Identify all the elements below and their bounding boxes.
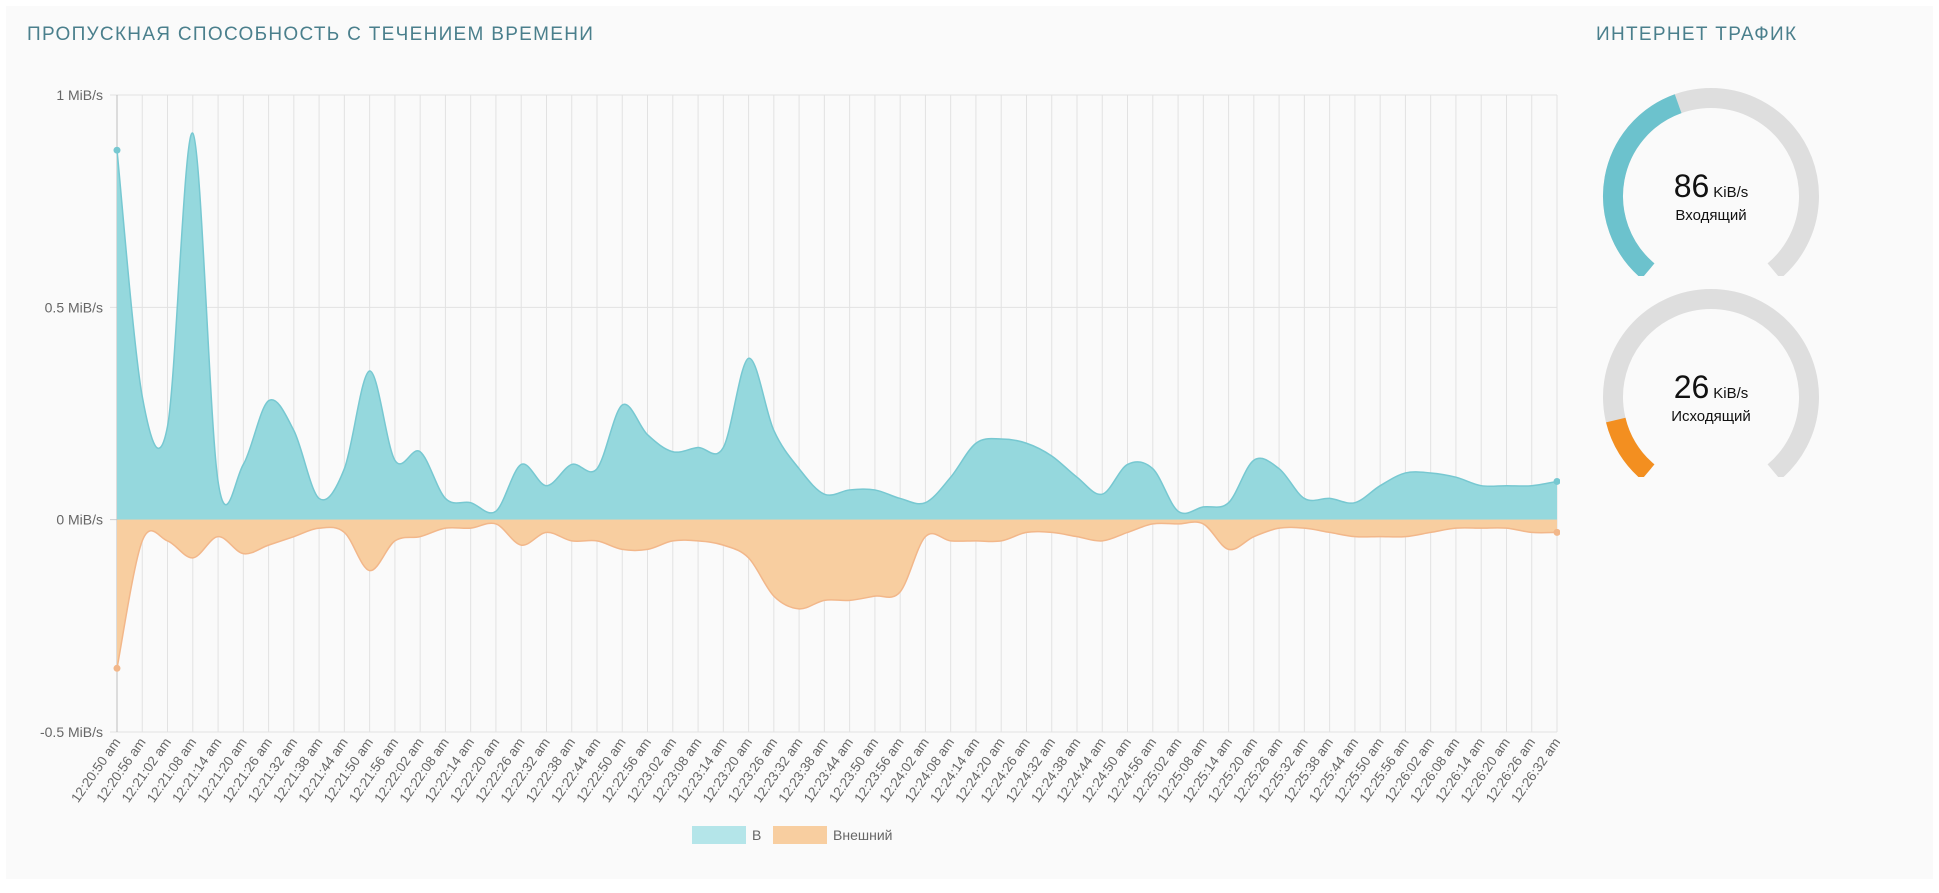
incoming-label: Входящий	[1675, 207, 1747, 224]
gauge-fill	[1603, 94, 1682, 276]
data-point	[113, 664, 121, 672]
outgoing-gauge-readout: 26 KiB/s Исходящий	[1596, 369, 1826, 425]
legend-label: Внешний	[833, 827, 892, 843]
data-point	[113, 146, 121, 154]
data-point	[1553, 477, 1560, 485]
y-tick-label: 1 MiB/s	[56, 87, 103, 103]
series-area-out	[117, 519, 1557, 669]
incoming-value: 86	[1673, 168, 1710, 204]
series-line-out	[116, 521, 1558, 669]
gauge-track	[1603, 289, 1819, 477]
outgoing-unit: KiB/s	[1713, 385, 1749, 402]
incoming-unit: KiB/s	[1713, 184, 1749, 201]
outgoing-value: 26	[1673, 369, 1710, 405]
data-point	[1553, 528, 1560, 536]
outgoing-gauge: 26 KiB/s Исходящий	[1596, 287, 1826, 477]
chart-title: ПРОПУСКНАЯ СПОСОБНОСТЬ С ТЕЧЕНИЕМ ВРЕМЕН…	[27, 24, 595, 45]
legend-swatch	[692, 826, 746, 844]
legend-swatch	[773, 826, 827, 844]
incoming-gauge-ring	[1603, 88, 1819, 276]
legend-label: В	[752, 827, 761, 843]
y-tick-label: 0 MiB/s	[56, 512, 103, 528]
traffic-title: ИНТЕРНЕТ ТРАФИК	[1596, 24, 1798, 45]
y-tick-label: -0.5 MiB/s	[40, 724, 103, 740]
gauge-fill	[1606, 417, 1655, 477]
y-tick-label: 0.5 MiB/s	[45, 299, 103, 315]
outgoing-gauge-ring	[1603, 289, 1819, 477]
outgoing-label: Исходящий	[1671, 408, 1751, 425]
series-area-in	[117, 132, 1557, 520]
incoming-gauge-readout: 86 KiB/s Входящий	[1596, 168, 1826, 224]
incoming-gauge: 86 KiB/s Входящий	[1596, 86, 1826, 276]
series-line-in	[116, 132, 1558, 515]
dashboard-panel	[6, 6, 1933, 879]
bandwidth-chart: 1 MiB/s0.5 MiB/s0 MiB/s-0.5 MiB/s12:20:5…	[40, 87, 1560, 844]
